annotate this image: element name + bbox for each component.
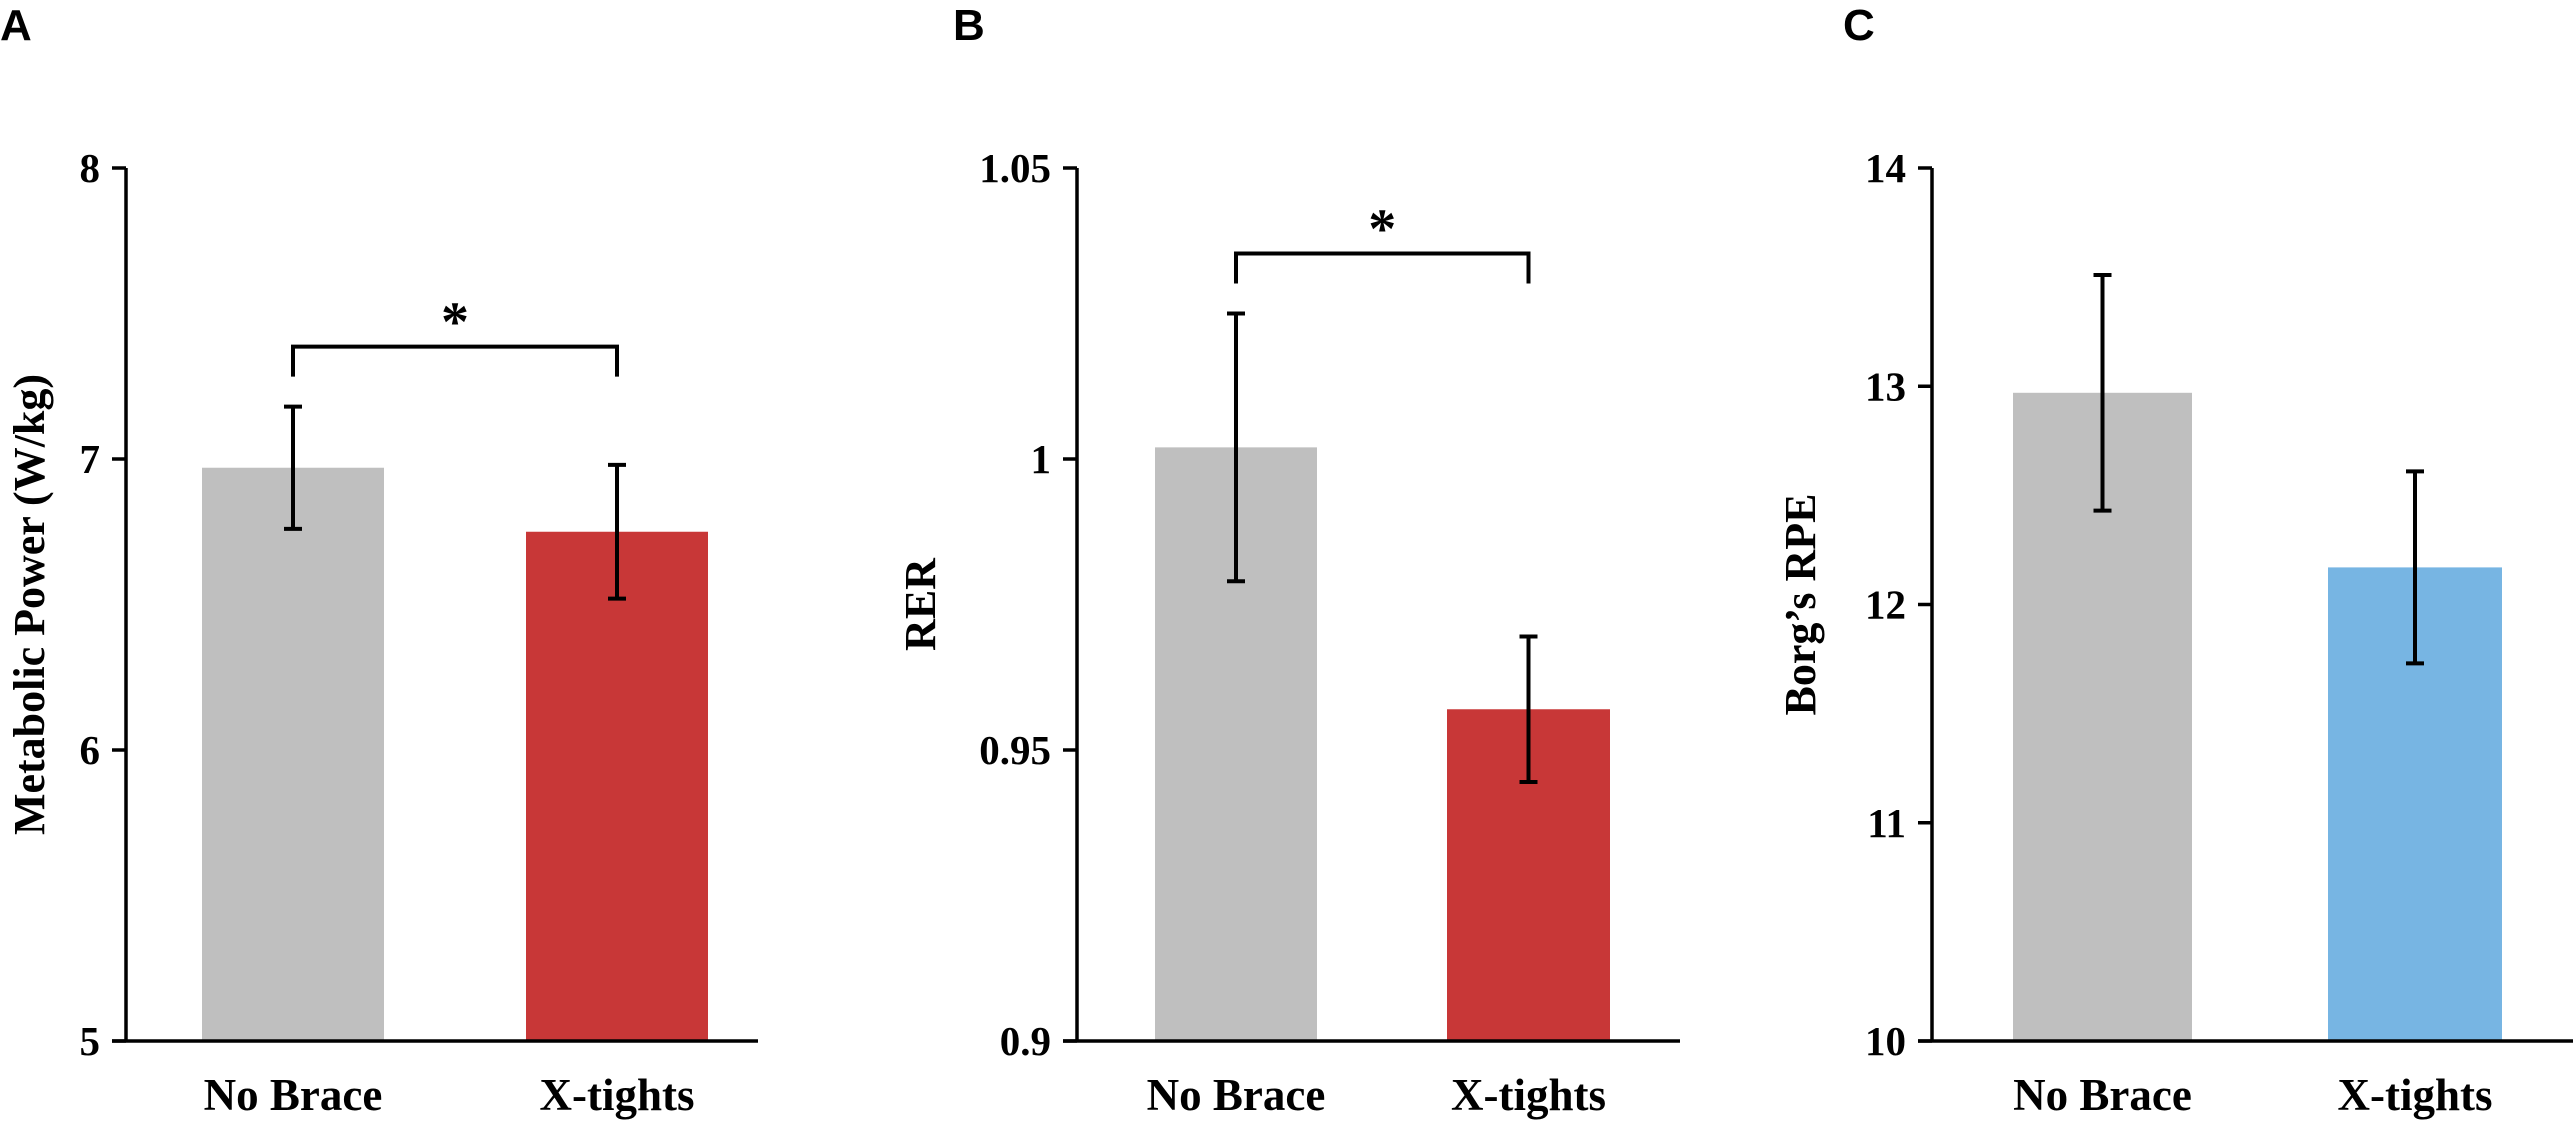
error-bar <box>608 462 626 601</box>
panel-letter: A <box>0 1 32 50</box>
error-bar <box>2093 272 2112 513</box>
y-axis-label: Metabolic Power (W/kg) <box>5 374 54 835</box>
x-tick-label: X-tights <box>1451 1070 1606 1120</box>
panel-letter: B <box>953 1 985 50</box>
panel-letter: C <box>1843 1 1875 50</box>
y-tick-label: 8 <box>80 145 101 191</box>
y-tick-label: 12 <box>1865 582 1906 628</box>
significance-bracket <box>1234 251 1531 284</box>
significance-marker: * <box>441 292 469 354</box>
bar-no-brace <box>202 467 384 1042</box>
x-tick-label: No Brace <box>204 1070 383 1120</box>
y-tick-label: 1.05 <box>979 145 1051 191</box>
y-axis-label: Borg’s RPE <box>1776 493 1825 715</box>
x-tick-label: No Brace <box>1147 1070 1326 1120</box>
y-tick-label: 6 <box>80 727 101 773</box>
x-tick-label: X-tights <box>2338 1070 2493 1120</box>
panel-b: B RER 0.9 0.95 1 1.05 No Brace X-tights * <box>896 1 1680 1120</box>
significance-marker: * <box>1368 199 1396 261</box>
y-tick-label: 7 <box>80 436 101 482</box>
error-bar <box>1227 311 1245 584</box>
y-axis-label: RER <box>896 557 945 651</box>
y-tick-label: 5 <box>80 1018 101 1064</box>
y-tick-label: 0.9 <box>1000 1018 1051 1064</box>
significance-bracket <box>291 344 619 377</box>
y-tick-label: 11 <box>1867 800 1906 846</box>
panel-a: A Metabolic Power (W/kg) 5 6 7 8 No Brace X-tig… <box>0 1 758 1120</box>
y-tick-label: 10 <box>1865 1018 1906 1064</box>
panel-c: C Borg’s RPE 10 11 12 13 14 No Brace X-tights <box>1776 1 2573 1120</box>
x-tick-label: X-tights <box>540 1070 695 1120</box>
error-bar <box>2406 469 2424 666</box>
y-tick-label: 1 <box>1031 436 1052 482</box>
y-tick-label: 0.95 <box>979 727 1051 773</box>
y-tick-label: 13 <box>1865 363 1906 409</box>
error-bar <box>284 404 302 531</box>
bar-x-tights <box>526 531 708 1041</box>
error-bar <box>1519 634 1538 785</box>
x-tick-label: No Brace <box>2013 1070 2192 1120</box>
y-tick-label: 14 <box>1865 145 1906 191</box>
